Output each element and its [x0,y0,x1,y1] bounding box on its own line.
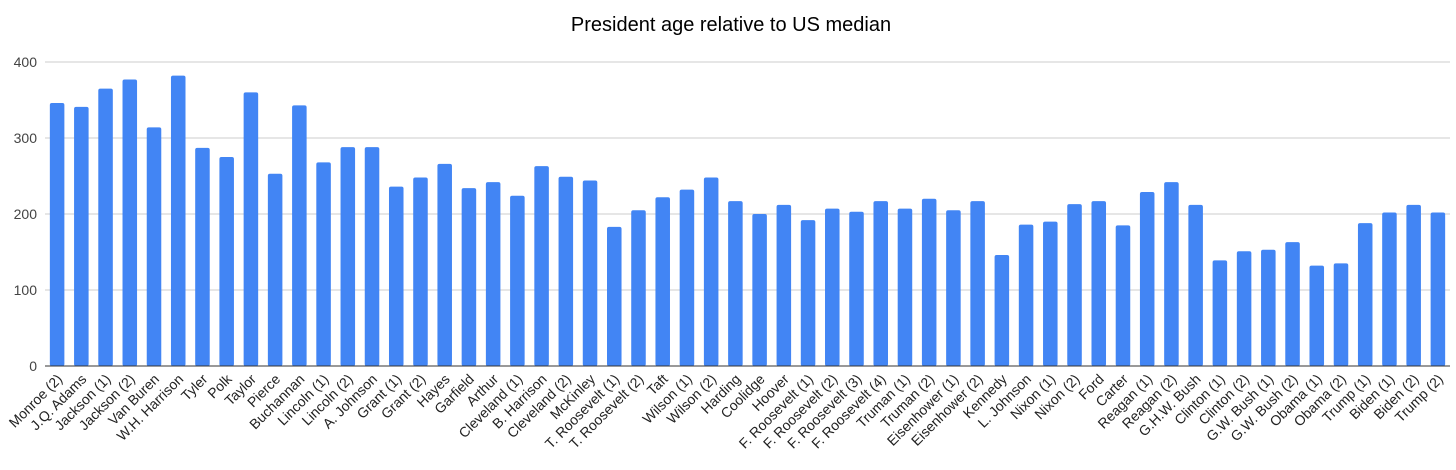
bar [74,106,89,366]
bar [485,182,501,366]
bar [1043,221,1058,366]
bar [558,176,574,366]
y-tick-label: 300 [14,130,38,146]
bar [1382,212,1397,366]
bar [364,147,380,366]
bar [728,201,743,366]
bar [776,204,792,366]
bar [897,208,913,366]
bars [49,75,1446,367]
bar [752,214,767,366]
bar [921,198,937,366]
bar [607,226,622,366]
bar [1357,223,1373,366]
y-tick-label: 0 [29,358,37,374]
bar [1091,201,1107,366]
y-tick-label: 200 [14,206,38,222]
bar [800,220,816,366]
bar [873,201,888,366]
bar [1139,191,1155,366]
bar [146,127,162,366]
bar [534,166,549,366]
bar [946,210,961,366]
y-tick-label: 400 [14,54,38,70]
bar [170,75,186,367]
bar [388,186,404,366]
bar [437,163,452,366]
y-tick-label: 100 [14,282,38,298]
bar [1333,263,1349,366]
bar [49,103,65,366]
y-axis-ticks: 0 100 200 300 400 [14,54,38,374]
chart-title: President age relative to US median [570,14,892,36]
bar [825,208,840,366]
bar [1018,224,1034,366]
bar [582,180,598,366]
bar [461,188,477,366]
bar [243,92,259,367]
bar [1406,204,1421,366]
bar [1115,225,1131,366]
bar [267,173,283,366]
bar [1309,265,1325,366]
bar [849,211,864,366]
bar [195,147,210,366]
bar [1285,242,1300,366]
bar [340,147,356,366]
bar [98,88,113,366]
bar [1212,260,1228,366]
bar [1236,251,1252,366]
bar [1188,204,1203,366]
bar [655,197,670,366]
bar [679,189,695,366]
bar [703,177,719,366]
bar [510,195,525,366]
bar [1164,182,1179,366]
bar [631,210,646,366]
bar [292,105,307,366]
bar [994,255,1010,366]
bar [1261,249,1276,366]
bar [1067,204,1082,366]
bar [316,162,331,366]
bar [970,201,985,366]
bar [219,157,234,366]
bar [122,79,138,366]
bar [1430,212,1446,366]
bar [413,177,428,366]
